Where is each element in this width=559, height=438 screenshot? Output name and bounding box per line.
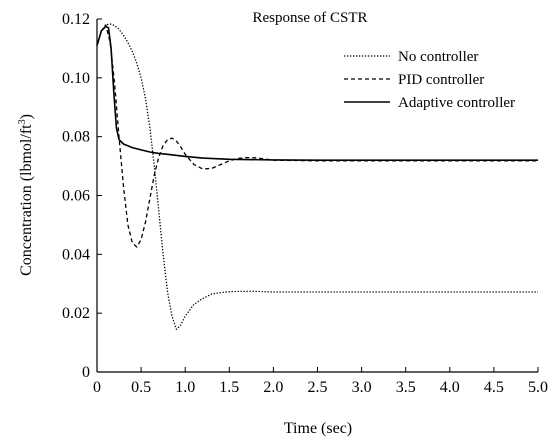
x-axis-ticks: 0 0.5 1.0 1.5 2.0 2.5 3.0 3.5 4.0 4.5 5.0 bbox=[93, 367, 548, 396]
y-tick-label: 0.12 bbox=[62, 11, 90, 28]
legend-label: Adaptive controller bbox=[398, 95, 515, 111]
x-tick-label: 0 bbox=[93, 379, 101, 396]
legend-label: No controller bbox=[398, 49, 478, 65]
x-tick-label: 3.5 bbox=[396, 379, 416, 396]
series-layer bbox=[96, 23, 538, 330]
y-tick-label: 0.06 bbox=[62, 188, 90, 205]
y-axis-ticks: 0 0.02 0.04 0.06 0.08 0.10 0.12 bbox=[62, 11, 102, 381]
y-tick-label: 0.10 bbox=[62, 70, 90, 87]
x-tick-label: 5.0 bbox=[528, 379, 548, 396]
x-tick-label: 3.0 bbox=[352, 379, 372, 396]
chart-title: Response of CSTR bbox=[252, 10, 367, 26]
y-axis-label-superscript: 3 bbox=[17, 119, 28, 124]
series-line-no-controller bbox=[96, 23, 538, 330]
y-tick-label: 0.04 bbox=[62, 246, 90, 263]
x-tick-label: 1.0 bbox=[175, 379, 195, 396]
y-tick-label: 0.02 bbox=[62, 305, 90, 322]
x-tick-label: 2.0 bbox=[263, 379, 283, 396]
legend-label: PID controller bbox=[398, 72, 484, 88]
y-tick-label: 0.08 bbox=[62, 129, 90, 146]
x-tick-label: 4.5 bbox=[484, 379, 504, 396]
series-line-adaptive-controller bbox=[96, 25, 538, 161]
y-axis-label-end: ) bbox=[18, 114, 35, 119]
x-axis-label: Time (sec) bbox=[284, 420, 352, 437]
y-axis-label-main: Concentration (lbmol/ft bbox=[18, 124, 35, 276]
x-tick-label: 1.5 bbox=[219, 379, 239, 396]
y-axis-label: Concentration (lbmol/ft3) bbox=[17, 114, 35, 276]
y-tick-label: 0 bbox=[82, 364, 90, 381]
x-tick-label: 2.5 bbox=[308, 379, 328, 396]
x-tick-label: 0.5 bbox=[131, 379, 151, 396]
legend: No controller PID controller Adaptive cont… bbox=[344, 49, 515, 111]
x-tick-label: 4.0 bbox=[440, 379, 460, 396]
